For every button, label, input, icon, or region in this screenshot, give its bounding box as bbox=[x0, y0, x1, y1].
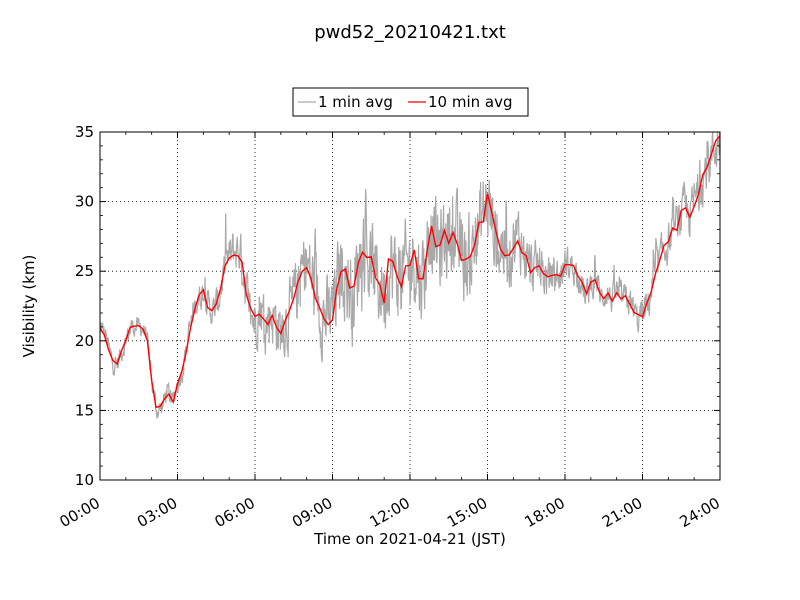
y-tick-label: 20 bbox=[75, 332, 94, 350]
x-tick-label: 18:00 bbox=[522, 494, 568, 531]
x-tick-label: 15:00 bbox=[444, 494, 490, 531]
series-line-1-min-avg bbox=[99, 131, 721, 419]
x-tick-label: 12:00 bbox=[367, 494, 413, 531]
grid-lines bbox=[100, 132, 720, 480]
series-1-min-avg bbox=[99, 131, 721, 419]
x-axis-label: Time on 2021-04-21 (JST) bbox=[313, 530, 506, 548]
x-tick-labels: 00:00 03:00 06:00 09:00 12:00 15:00 18:00 21:00… bbox=[57, 494, 723, 531]
y-tick-label: 15 bbox=[75, 401, 94, 419]
y-axis-label: Visibility (km) bbox=[20, 255, 38, 358]
y-tick-label: 10 bbox=[75, 471, 94, 489]
axis-ticks bbox=[99, 131, 721, 481]
legend-label-10-min-avg: 10 min avg bbox=[428, 93, 513, 111]
y-tick-label: 25 bbox=[75, 262, 94, 280]
y-tick-labels: 10 15 20 25 30 35 bbox=[75, 123, 94, 489]
y-tick-label: 35 bbox=[75, 123, 94, 141]
legend-box bbox=[292, 87, 529, 117]
x-tick-label: 24:00 bbox=[677, 494, 723, 531]
legend: 1 min avg 10 min avg bbox=[292, 87, 529, 117]
plot-area bbox=[100, 132, 720, 480]
chart-title: pwd52_20210421.txt bbox=[314, 22, 506, 43]
x-tick-label: 21:00 bbox=[599, 494, 645, 531]
x-tick-label: 06:00 bbox=[212, 494, 258, 531]
x-tick-label: 09:00 bbox=[289, 494, 335, 531]
series-10-min-avg bbox=[99, 135, 721, 409]
legend-label-1-min-avg: 1 min avg bbox=[318, 93, 393, 111]
x-tick-label: 03:00 bbox=[134, 494, 180, 531]
x-tick-label: 00:00 bbox=[57, 494, 103, 531]
series-line-10-min-avg bbox=[99, 135, 721, 409]
y-tick-label: 30 bbox=[75, 193, 94, 211]
